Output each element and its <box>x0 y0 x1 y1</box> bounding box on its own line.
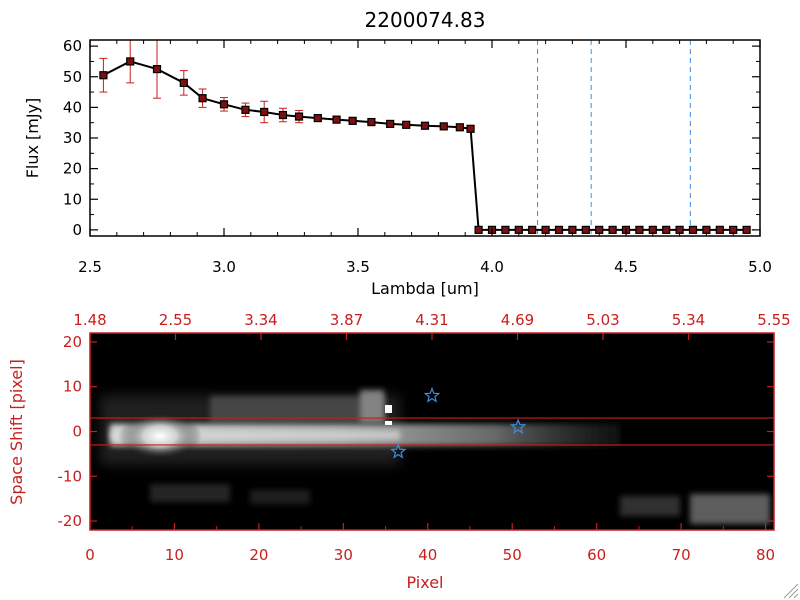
pixel-axis-ticks: 0 10 20 30 40 50 60 70 80 <box>85 523 775 564</box>
data-point <box>501 225 510 234</box>
pixel-tick-label: 50 <box>503 546 522 564</box>
data-point <box>386 119 395 129</box>
flux-line <box>102 60 747 231</box>
space-shift-axis-label: Space Shift [pixel] <box>7 359 26 505</box>
wavelength-tick-label: 1.48 <box>73 311 106 329</box>
data-point <box>198 94 207 103</box>
data-point <box>402 120 411 129</box>
space-shift-tick-label: 20 <box>63 333 82 351</box>
star-icon <box>509 418 527 435</box>
chart-title: 2200074.83 <box>365 8 486 32</box>
data-point <box>474 225 483 234</box>
data-point <box>742 225 751 234</box>
extraction-aperture-lines <box>90 417 774 446</box>
flux-series-line <box>102 60 747 231</box>
data-point <box>715 225 724 234</box>
spectrum-plot-frame <box>89 39 761 237</box>
space-shift-tick-label: 0 <box>72 423 82 441</box>
data-point <box>332 115 341 124</box>
wavelength-tick-label: 5.34 <box>672 311 705 329</box>
x-axis-ticks: 2.5 3.0 3.5 4.0 4.5 5.0 <box>78 40 772 276</box>
space-shift-tick-label: -20 <box>58 512 83 530</box>
pixel-tick-label: 70 <box>672 546 691 564</box>
x-axis-label: Lambda [um] <box>371 279 479 298</box>
data-point <box>260 107 269 117</box>
wavelength-tick-label: 4.69 <box>501 311 534 329</box>
data-point <box>688 225 698 234</box>
data-point <box>241 105 250 114</box>
data-point <box>635 225 644 234</box>
star-icon <box>390 442 407 459</box>
x-tick-label: 2.5 <box>78 258 102 276</box>
data-point <box>466 124 475 133</box>
spectrum-plot: 2200074.83 2.5 3.0 3.5 4.0 4.5 5.0 0 10 20 30 40 5… <box>23 8 772 298</box>
data-point <box>554 225 564 234</box>
data-point <box>152 64 162 74</box>
data-point <box>367 117 376 127</box>
data-point <box>278 110 288 120</box>
y-tick-label: 60 <box>63 37 82 55</box>
resize-grip-icon[interactable] <box>783 583 799 599</box>
wavelength-tick-label: 5.03 <box>586 311 619 329</box>
pixel-tick-label: 80 <box>756 546 775 564</box>
wavelength-tick-label: 5.55 <box>757 311 790 329</box>
wavelength-tick-label: 3.87 <box>330 311 363 329</box>
x-tick-label: 4.5 <box>614 258 638 276</box>
space-shift-axis-ticks: 20 10 0 -10 -20 <box>58 333 774 530</box>
star-icon <box>423 387 441 403</box>
wavelength-tick-label: 3.34 <box>244 311 277 329</box>
data-point <box>581 225 590 234</box>
pixel-axis-label: Pixel <box>406 573 443 592</box>
data-point <box>126 57 135 66</box>
wavelength-axis-ticks: 1.48 2.55 3.34 3.87 4.31 4.69 5.03 5.34 5.55 <box>73 311 791 340</box>
data-point <box>420 121 430 130</box>
pixel-tick-label: 0 <box>85 546 95 564</box>
data-point <box>608 225 617 234</box>
y-tick-label: 20 <box>63 160 82 178</box>
spectral-image-plot: 0 10 20 30 40 50 60 70 80 1.48 2.55 3.34 3.87 4.31 4.… <box>7 311 791 592</box>
x-tick-label: 5.0 <box>748 258 772 276</box>
y-tick-label: 50 <box>63 68 82 86</box>
y-tick-label: 10 <box>63 190 82 208</box>
x-tick-label: 3.0 <box>212 258 236 276</box>
wavelength-tick-label: 4.31 <box>415 311 448 329</box>
y-axis-label: Flux [mJy] <box>23 98 42 179</box>
pixel-tick-label: 20 <box>249 546 268 564</box>
data-point <box>179 78 188 87</box>
pixel-tick-label: 60 <box>587 546 606 564</box>
data-point <box>313 113 322 123</box>
y-axis-ticks: 0 10 20 30 40 50 60 <box>63 37 760 239</box>
space-shift-tick-label: -10 <box>58 467 83 485</box>
flux-series-points <box>99 57 751 234</box>
data-point <box>219 100 229 109</box>
y-tick-label: 0 <box>72 221 82 239</box>
x-tick-label: 4.0 <box>480 258 504 276</box>
wavelength-tick-label: 2.55 <box>159 311 192 329</box>
data-point <box>294 112 304 121</box>
data-point <box>99 71 108 80</box>
x-tick-label: 3.5 <box>346 258 370 276</box>
position-markers <box>390 387 527 459</box>
data-point <box>528 225 537 234</box>
y-tick-label: 40 <box>63 98 82 116</box>
data-point <box>662 225 671 234</box>
y-tick-label: 30 <box>63 129 82 147</box>
reference-lines <box>537 40 691 236</box>
pixel-tick-label: 30 <box>334 546 353 564</box>
data-point <box>348 116 357 125</box>
pixel-tick-label: 40 <box>418 546 437 564</box>
data-point <box>455 123 464 132</box>
space-shift-tick-label: 10 <box>63 378 82 396</box>
pixel-tick-label: 10 <box>165 546 184 564</box>
data-point <box>439 122 448 131</box>
